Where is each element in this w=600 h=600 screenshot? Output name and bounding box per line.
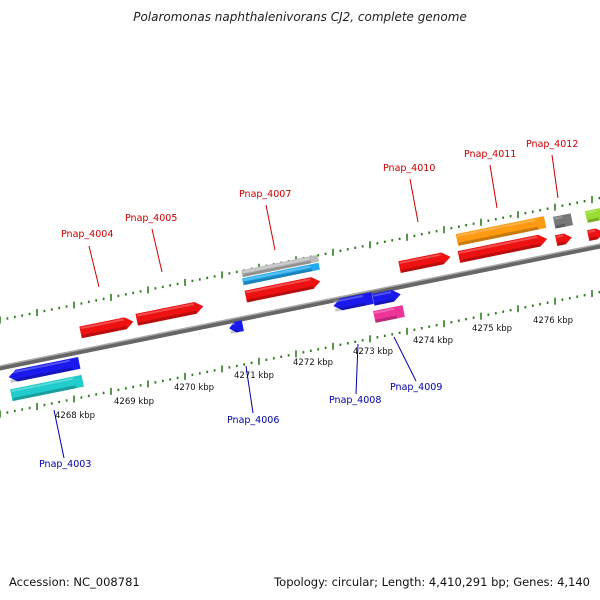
gene-feature-light-blue[interactable]: [242, 262, 320, 286]
gene-labels: Pnap_4003 Pnap_4004 Pnap_4005 Pnap_4006 Pnap…: [39, 139, 578, 470]
gene-leader-line: [265, 204, 276, 251]
lower-tick-ruler: 4268 kbp 4269 kbp 4270 kbp 4271 kbp 4272 kbp…: [0, 290, 600, 421]
gene-feature-magenta[interactable]: [373, 305, 405, 323]
gene-leader-line: [393, 336, 417, 382]
gene-feature-red[interactable]: [79, 316, 134, 339]
tick-label: 4275 kbp: [472, 324, 512, 334]
tick-label: 4272 kbp: [293, 358, 333, 368]
genome-title: Polaromonas naphthalenivorans CJ2, compl…: [133, 10, 467, 24]
gene-feature-red[interactable]: [135, 300, 204, 326]
gene-feature-red[interactable]: [457, 233, 549, 263]
gene-feature-blue[interactable]: [8, 356, 81, 383]
gene-label[interactable]: Pnap_4006: [227, 415, 279, 426]
tick-label: 4274 kbp: [413, 336, 453, 346]
gene-feature-gray[interactable]: [552, 213, 574, 229]
tick-label: 4270 kbp: [174, 383, 214, 393]
gene-label[interactable]: Pnap_4007: [239, 189, 291, 200]
gene-feature-cyan[interactable]: [10, 374, 84, 402]
gene-label[interactable]: Pnap_4005: [125, 213, 177, 224]
gene-feature-blue[interactable]: [372, 288, 402, 306]
gene-feature-red[interactable]: [244, 276, 322, 303]
gene-label[interactable]: Pnap_4004: [61, 229, 113, 240]
gene-feature-red[interactable]: [587, 227, 600, 241]
gene-feature-red[interactable]: [555, 232, 573, 246]
gene-label[interactable]: Pnap_4008: [329, 395, 381, 406]
tick-label: 4268 kbp: [55, 411, 95, 421]
gene-feature-silver[interactable]: [241, 254, 319, 278]
gene-leader-line: [409, 178, 419, 223]
genome-backbone-highlight: [0, 243, 600, 367]
gene-leader-line: [53, 409, 65, 459]
gene-leader-line: [88, 245, 100, 288]
gene-feature-blue[interactable]: [228, 320, 244, 334]
gene-leader-line: [245, 365, 254, 414]
tick-label: 4276 kbp: [533, 316, 573, 326]
gene-label[interactable]: Pnap_4010: [383, 163, 435, 174]
tick-label: 4273 kbp: [353, 347, 393, 357]
gene-feature-blue[interactable]: [332, 292, 374, 312]
gene-feature-red[interactable]: [398, 251, 451, 274]
gene-features: [8, 207, 600, 402]
gene-label[interactable]: Pnap_4012: [526, 139, 578, 150]
gene-label[interactable]: Pnap_4009: [390, 382, 442, 393]
gene-feature-green[interactable]: [585, 207, 600, 223]
gene-leader-line: [489, 164, 498, 209]
tick-label: 4269 kbp: [114, 397, 154, 407]
gene-leader-line: [355, 343, 359, 395]
genome-backbone: [0, 243, 600, 371]
gene-label[interactable]: Pnap_4003: [39, 459, 91, 470]
gene-label[interactable]: Pnap_4011: [464, 149, 516, 160]
tick-label: 4271 kbp: [234, 371, 274, 381]
gene-feature-orange[interactable]: [455, 216, 547, 246]
gene-leader-line: [551, 154, 559, 199]
gene-leader-line: [151, 228, 163, 273]
topology-text: Topology: circular; Length: 4,410,291 bp…: [274, 575, 590, 589]
accession-text: Accession: NC_008781: [9, 575, 140, 589]
